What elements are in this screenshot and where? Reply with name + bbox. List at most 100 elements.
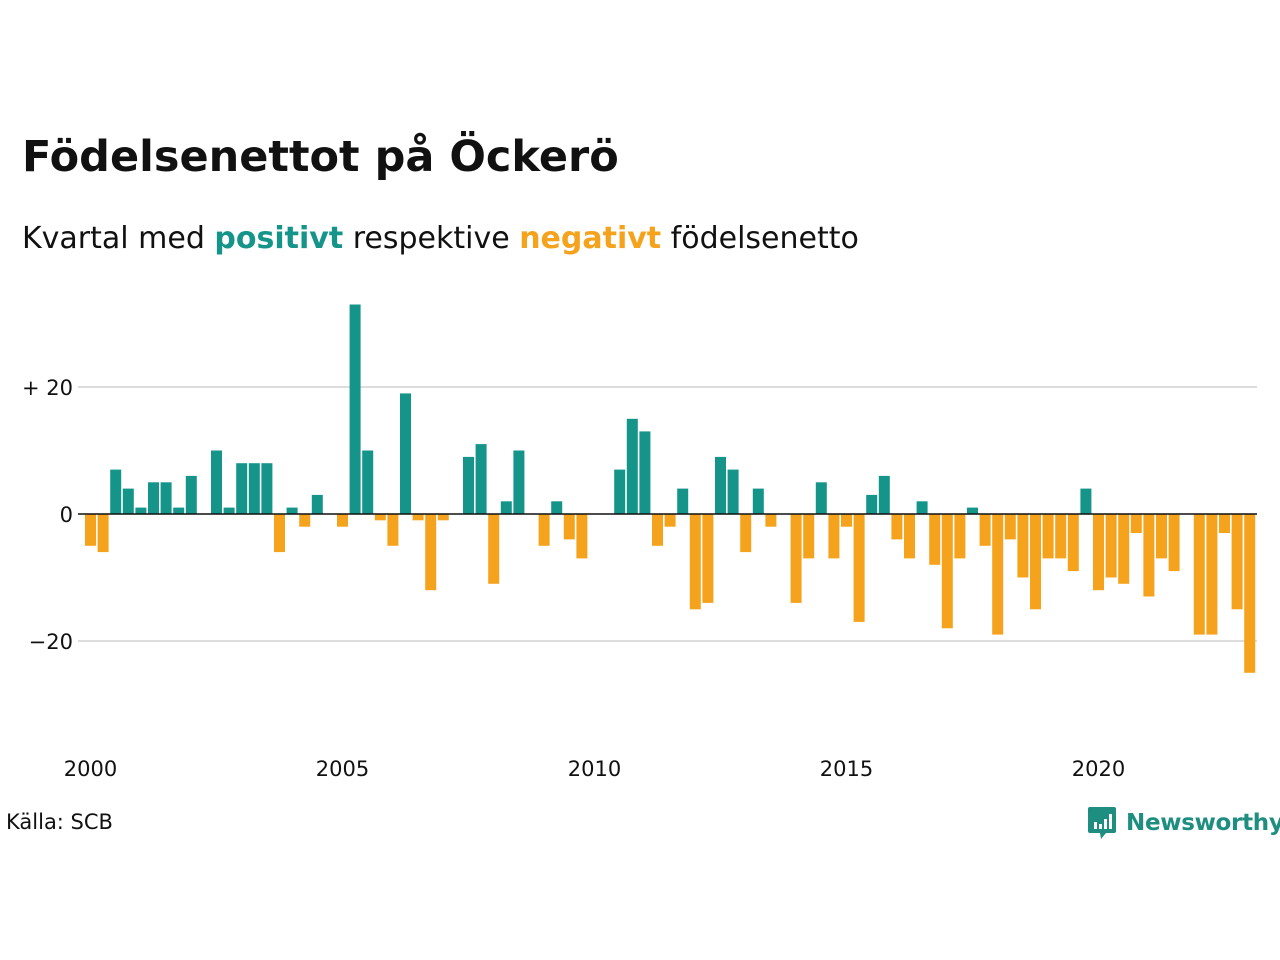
bar-negative	[941, 514, 953, 629]
bar-positive	[551, 501, 563, 514]
bar-negative	[841, 514, 852, 527]
bar-negative	[1143, 514, 1155, 597]
bar-positive	[639, 431, 651, 514]
x-tick-label: 2000	[64, 757, 117, 781]
bar-negative	[1067, 514, 1079, 572]
bar-positive	[463, 456, 474, 514]
bar-negative	[563, 514, 575, 540]
bar-negative	[765, 514, 777, 527]
x-tick-label: 2010	[568, 757, 621, 781]
bar-positive	[715, 456, 726, 514]
x-tick-label: 2015	[820, 757, 873, 781]
bar-negative	[374, 514, 386, 521]
bar-positive	[135, 507, 147, 514]
bar-negative	[740, 514, 752, 553]
subtitle-prefix: Kvartal med	[22, 221, 215, 256]
bar-positive	[752, 488, 764, 514]
bar-negative	[1030, 514, 1041, 610]
x-tick-label: 2020	[1072, 757, 1125, 781]
bar-negative	[954, 514, 966, 559]
bar-positive	[349, 304, 361, 514]
bar-negative	[1130, 514, 1142, 533]
bar-negative	[1193, 514, 1205, 635]
bar-positive	[878, 475, 890, 514]
bar-negative	[538, 514, 550, 546]
bar-positive	[727, 469, 739, 514]
bar-negative	[1156, 514, 1167, 559]
bar-positive	[967, 507, 978, 514]
newsworthy-logo-icon	[1088, 807, 1116, 839]
subtitle-suffix: födelsenetto	[661, 221, 859, 256]
bar-positive	[248, 463, 260, 514]
bar-negative	[904, 514, 915, 559]
subtitle-positive-word: positivt	[214, 221, 344, 256]
bar-negative	[299, 514, 311, 527]
bar-positive	[110, 469, 122, 514]
bar-negative	[979, 514, 991, 546]
bar-positive	[916, 501, 928, 514]
y-tick-label: −20	[29, 630, 73, 654]
bar-negative	[1042, 514, 1054, 559]
bar-positive	[866, 494, 878, 514]
bar-positive	[311, 494, 323, 514]
bar-negative	[97, 514, 109, 553]
bar-negative	[664, 514, 676, 527]
bar-positive	[148, 482, 159, 515]
bar-negative	[702, 514, 714, 603]
bar-negative	[85, 514, 96, 546]
bar-negative	[1231, 514, 1243, 610]
bar-negative	[929, 514, 941, 565]
bar-negative	[274, 514, 285, 553]
source-label: Källa: SCB	[6, 810, 113, 834]
bar-positive	[223, 507, 235, 514]
bar-negative	[1105, 514, 1117, 578]
newsworthy-logo[interactable]: Newsworthy	[1087, 803, 1280, 843]
bar-negative	[1206, 514, 1218, 635]
bar-positive	[122, 488, 134, 514]
bar-negative	[1168, 514, 1180, 572]
bar-positive	[185, 475, 197, 514]
bar-negative	[828, 514, 840, 559]
bar-positive	[500, 501, 512, 514]
bar-positive	[677, 488, 689, 514]
subtitle-middle: respektive	[343, 221, 520, 256]
bar-negative	[1093, 514, 1104, 591]
bar-negative	[992, 514, 1004, 635]
bar-positive	[261, 463, 273, 514]
bar-negative	[803, 514, 815, 559]
bar-positive	[815, 482, 827, 515]
bar-negative	[1219, 514, 1230, 533]
bar-negative	[387, 514, 399, 546]
subtitle-negative-word: negativt	[519, 221, 662, 256]
bar-negative	[853, 514, 865, 622]
chart-title: Födelsenettot på Öckerö	[22, 132, 619, 182]
newsworthy-logo-text: Newsworthy	[1126, 810, 1280, 836]
bar-negative	[1244, 514, 1256, 673]
bar-positive	[400, 393, 411, 514]
bar-positive	[513, 450, 525, 514]
y-tick-label: 0	[60, 503, 73, 527]
bar-positive	[614, 469, 626, 514]
bar-negative	[790, 514, 802, 603]
bar-positive	[362, 450, 374, 514]
chart-subtitle: Kvartal med positivt respektive negativt…	[22, 221, 859, 256]
x-tick-label: 2005	[316, 757, 369, 781]
bar-negative	[891, 514, 903, 540]
bar-negative	[425, 514, 437, 591]
bar-negative	[652, 514, 663, 546]
bar-positive	[475, 444, 487, 514]
bar-negative	[689, 514, 701, 610]
bar-negative	[337, 514, 348, 527]
bar-negative	[1055, 514, 1067, 559]
bar-negative	[412, 514, 424, 521]
bar-positive	[211, 450, 222, 514]
bar-positive	[173, 507, 185, 514]
bar-positive	[626, 418, 638, 515]
bar-negative	[1004, 514, 1016, 540]
bar-negative	[488, 514, 500, 584]
bar-negative	[1118, 514, 1130, 584]
bar-positive	[160, 482, 172, 515]
y-tick-label: + 20	[22, 376, 73, 400]
bar-positive	[1080, 488, 1092, 514]
bar-negative	[1017, 514, 1029, 578]
